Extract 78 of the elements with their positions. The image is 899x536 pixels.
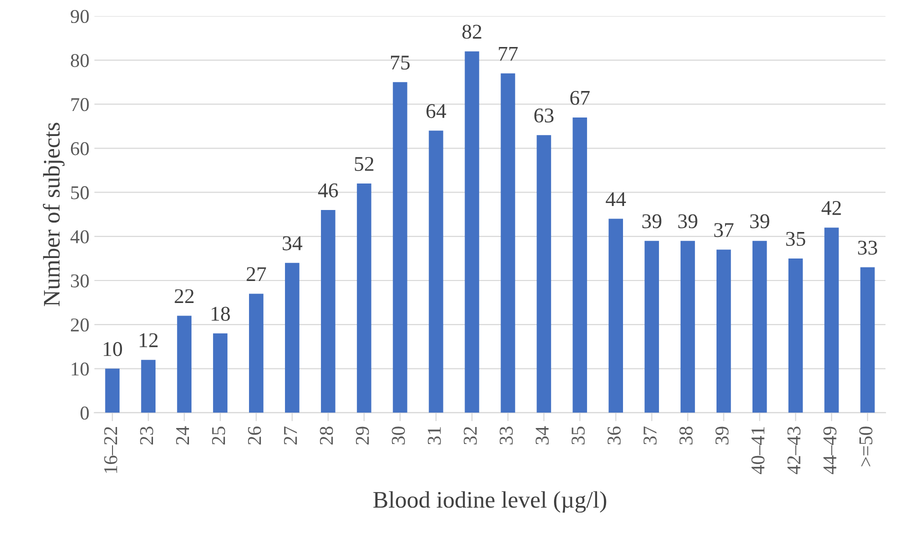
data-label: 34	[282, 236, 302, 250]
x-tick-label: >=50	[859, 426, 872, 466]
data-label: 18	[212, 306, 230, 321]
bar	[860, 267, 875, 413]
x-tick-label: 35	[572, 426, 585, 444]
bar	[536, 135, 552, 413]
x-tick-label: 16–22	[104, 426, 118, 473]
bar	[500, 73, 516, 413]
data-label: 10	[104, 342, 122, 356]
data-label: 42	[822, 201, 841, 215]
y-tick-label: 20	[70, 318, 89, 332]
x-tick-label: 42–43	[787, 426, 800, 474]
x-tick-label: 28	[320, 426, 333, 445]
y-tick-label: 90	[70, 10, 89, 24]
y-tick-label: 80	[70, 54, 89, 68]
bar	[644, 240, 659, 413]
data-label: 82	[462, 24, 482, 39]
data-label: 63	[534, 108, 554, 123]
bar	[213, 333, 228, 413]
bar	[249, 294, 264, 413]
data-label: 39	[750, 214, 770, 228]
bar	[608, 218, 624, 413]
bar	[177, 316, 192, 413]
y-tick-label: 0	[80, 406, 89, 420]
x-tick-label: 37	[644, 426, 657, 444]
bar	[788, 258, 803, 413]
x-tick-label: 34	[536, 426, 549, 444]
data-label: 77	[498, 46, 518, 61]
x-tick-label: 39	[715, 426, 729, 444]
y-tick-label: 40	[70, 230, 89, 244]
x-tick-label: 33	[500, 426, 513, 444]
data-label: 52	[354, 156, 374, 171]
data-label: 22	[174, 289, 194, 303]
data-label: 39	[678, 214, 698, 228]
x-tick-label: 29	[356, 426, 369, 445]
bar	[752, 240, 767, 413]
x-axis-title: Blood iodine level (µg/l)	[373, 491, 606, 513]
x-tick-label: 27	[284, 426, 297, 445]
y-tick-label: 60	[70, 142, 89, 156]
bar	[716, 250, 731, 413]
data-label: 33	[858, 240, 878, 255]
x-tick-label: 32	[464, 426, 477, 444]
data-label: 44	[606, 192, 626, 206]
bar	[356, 184, 372, 413]
x-tick-label: 30	[392, 426, 405, 444]
bar	[680, 240, 695, 413]
data-label: 46	[318, 183, 338, 198]
x-tick-label: 40–41	[751, 427, 765, 474]
bar	[284, 262, 300, 413]
data-label: 75	[391, 56, 410, 70]
data-label: 64	[426, 104, 446, 118]
x-tick-label: 24	[176, 426, 189, 445]
x-tick-label: 25	[212, 426, 226, 445]
bar	[824, 228, 839, 413]
bar	[572, 117, 588, 413]
bar	[428, 130, 444, 413]
data-label: 67	[570, 90, 590, 105]
y-tick-label: 30	[71, 274, 89, 288]
x-tick-label: 36	[608, 426, 621, 444]
data-label: 35	[786, 232, 806, 246]
y-tick-label: 10	[72, 362, 89, 376]
data-label: 27	[246, 267, 266, 281]
data-label: 12	[140, 333, 158, 348]
x-tick-label: 31	[428, 427, 441, 444]
x-tick-label: 26	[248, 426, 262, 445]
bar	[141, 360, 156, 413]
bar	[320, 210, 336, 413]
data-label: 39	[642, 214, 662, 228]
bar	[464, 51, 480, 413]
x-tick-label: 23	[140, 426, 154, 445]
x-tick-label: 38	[679, 426, 693, 444]
x-tick-label: 44–49	[823, 426, 836, 474]
bar	[392, 82, 408, 413]
y-tick-label: 50	[71, 186, 89, 200]
y-axis-title: Number of subjects	[42, 122, 65, 306]
data-label: 37	[714, 223, 734, 238]
bar	[105, 368, 120, 413]
y-tick-label: 70	[71, 98, 89, 112]
